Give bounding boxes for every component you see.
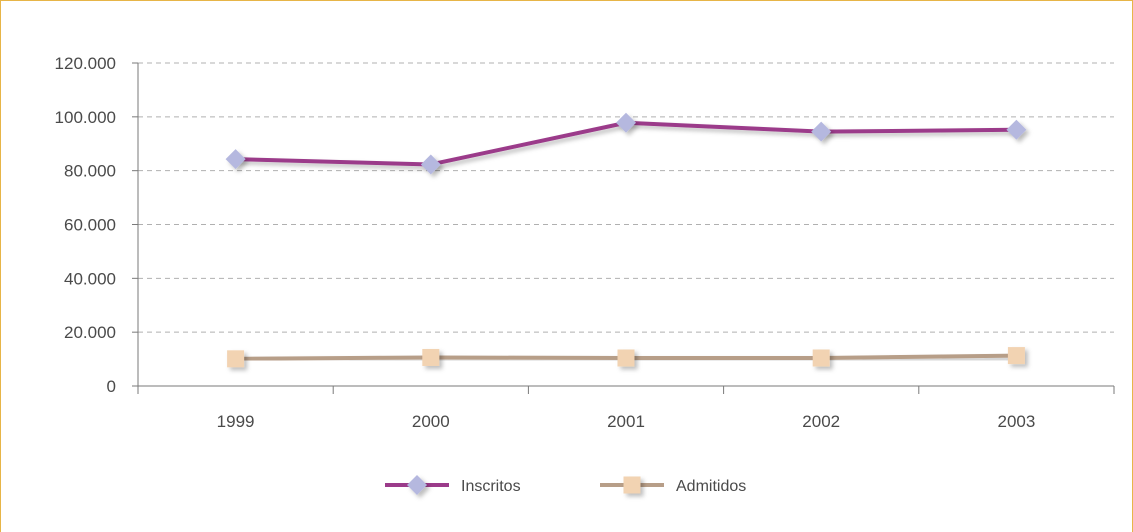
- legend-marker: [407, 475, 427, 495]
- y-tick-label: 80.000: [64, 162, 116, 181]
- data-point: [812, 349, 830, 367]
- legend-marker: [623, 476, 641, 494]
- x-tick-labels: 1999 2000 2001 2002 2003: [217, 412, 1036, 431]
- series-admitidos: [227, 347, 1025, 368]
- data-point: [616, 112, 636, 133]
- y-tick-label: 100.000: [55, 108, 116, 127]
- y-tick-label: 120.000: [55, 54, 116, 73]
- legend: Inscritos Admitidos: [385, 475, 746, 495]
- data-point: [422, 348, 440, 366]
- y-tick-labels: 0 20.000 40.000 60.000 80.000 100.000 120.000: [55, 54, 116, 396]
- x-tick-label: 2003: [997, 412, 1035, 431]
- x-tick-label: 2001: [607, 412, 645, 431]
- y-tick-label: 20.000: [64, 323, 116, 342]
- gridlines: [138, 62, 1114, 333]
- y-tick-label: 60.000: [64, 216, 116, 235]
- series: [225, 112, 1027, 368]
- x-tick-label: 2002: [802, 412, 840, 431]
- x-tick-label: 2000: [412, 412, 450, 431]
- data-point: [420, 154, 441, 175]
- data-point: [811, 121, 832, 142]
- data-point: [617, 349, 635, 367]
- data-point: [225, 149, 246, 170]
- data-point: [1007, 347, 1025, 365]
- x-tick-label: 1999: [217, 412, 255, 431]
- legend-item: Admitidos: [600, 476, 746, 495]
- data-point: [227, 350, 245, 368]
- legend-label: Inscritos: [461, 478, 521, 495]
- legend-label: Admitidos: [676, 478, 746, 495]
- y-tick-label: 40.000: [64, 269, 116, 288]
- y-tick-label: 0: [107, 377, 116, 396]
- data-point: [1006, 119, 1027, 140]
- series-inscritos: [225, 112, 1027, 175]
- legend-item: Inscritos: [385, 475, 521, 495]
- axes: [132, 62, 1115, 394]
